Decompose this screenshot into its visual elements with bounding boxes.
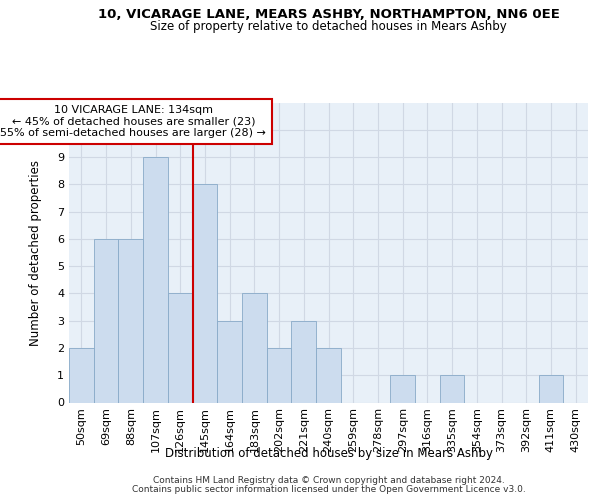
Y-axis label: Number of detached properties: Number of detached properties — [29, 160, 42, 346]
Text: 10 VICARAGE LANE: 134sqm
← 45% of detached houses are smaller (23)
55% of semi-d: 10 VICARAGE LANE: 134sqm ← 45% of detach… — [1, 105, 266, 138]
Bar — [539, 375, 563, 402]
Bar — [143, 157, 168, 402]
Text: Distribution of detached houses by size in Mears Ashby: Distribution of detached houses by size … — [165, 448, 493, 460]
Bar — [390, 375, 415, 402]
Bar — [168, 294, 193, 403]
Text: Contains HM Land Registry data © Crown copyright and database right 2024.: Contains HM Land Registry data © Crown c… — [153, 476, 505, 485]
Bar — [440, 375, 464, 402]
Text: Contains public sector information licensed under the Open Government Licence v3: Contains public sector information licen… — [132, 485, 526, 494]
Bar — [118, 239, 143, 402]
Bar — [267, 348, 292, 403]
Bar — [217, 320, 242, 402]
Bar — [316, 348, 341, 403]
Bar — [242, 294, 267, 403]
Bar — [193, 184, 217, 402]
Bar — [292, 320, 316, 402]
Text: Size of property relative to detached houses in Mears Ashby: Size of property relative to detached ho… — [151, 20, 507, 33]
Bar — [94, 239, 118, 402]
Text: 10, VICARAGE LANE, MEARS ASHBY, NORTHAMPTON, NN6 0EE: 10, VICARAGE LANE, MEARS ASHBY, NORTHAMP… — [98, 8, 560, 20]
Bar — [69, 348, 94, 403]
